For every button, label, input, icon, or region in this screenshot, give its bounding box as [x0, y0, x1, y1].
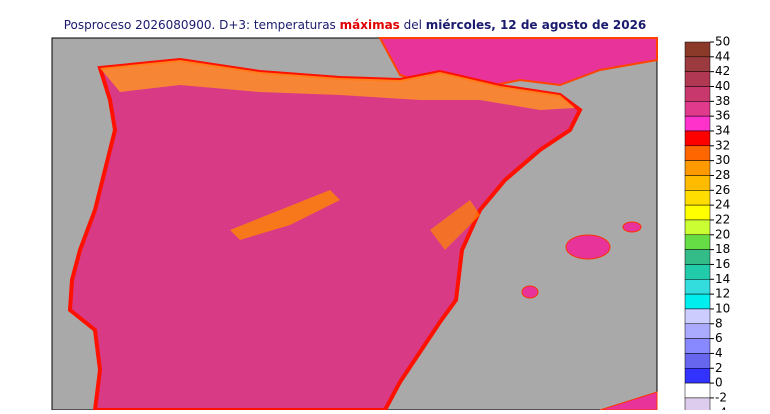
colorbar-label: 18 [715, 242, 730, 256]
colorbar-band [684, 219, 711, 236]
colorbar-band [684, 323, 711, 339]
map-title: Posproceso 2026080900. D+3: temperaturas… [64, 18, 647, 32]
colorbar-label: 40 [715, 79, 730, 93]
colorbar-label: 0 [715, 376, 723, 390]
map [51, 37, 658, 412]
colorbar-label: 2 [715, 361, 723, 375]
colorbar-label: 24 [715, 198, 730, 212]
colorbar-band [684, 353, 711, 369]
colorbar-band [684, 382, 711, 399]
colorbar-label: 28 [715, 168, 730, 182]
colorbar-band [684, 397, 711, 414]
title-part: miércoles, 12 de agosto de 2026 [426, 18, 646, 32]
colorbar-band [684, 175, 711, 191]
colorbar-label: 16 [715, 257, 730, 271]
mallorca [565, 234, 611, 260]
colorbar-label: 4 [715, 346, 723, 360]
colorbar-band [684, 130, 711, 147]
colorbar-band [684, 249, 711, 265]
title-part: del [400, 18, 426, 32]
colorbar-band [684, 308, 711, 325]
colorbar-label: 14 [715, 272, 730, 286]
colorbar-band [684, 190, 711, 206]
colorbar-label: 30 [715, 153, 730, 167]
colorbar-band [684, 115, 711, 132]
colorbar-band [684, 41, 711, 58]
colorbar-band [684, 293, 711, 310]
colorbar-label: 8 [715, 316, 723, 330]
colorbar-band [684, 338, 711, 354]
colorbar-label: 32 [715, 138, 730, 152]
north-coast [100, 60, 575, 110]
colorbar-band [684, 204, 711, 221]
colorbar-label: -2 [715, 390, 727, 404]
colorbar-label: 6 [715, 331, 723, 345]
colorbar-label: 26 [715, 183, 730, 197]
colorbar-band [684, 264, 711, 280]
colorbar-band [684, 145, 711, 161]
colorbar-label: 20 [715, 227, 730, 241]
colorbar-label: 44 [715, 49, 730, 63]
colorbar-label: -4 [715, 405, 727, 410]
title-part: Posproceso 2026080900. D+3: temperaturas [64, 18, 340, 32]
colorbar-label: 22 [715, 212, 730, 226]
colorbar-band [684, 86, 711, 102]
colorbar-label: 36 [715, 109, 730, 123]
colorbar-band [684, 56, 711, 72]
colorbar-band [684, 234, 711, 250]
colorbar-label: 42 [715, 64, 730, 78]
colorbar-band [684, 71, 711, 87]
menorca [622, 221, 642, 233]
colorbar-band [684, 279, 711, 295]
colorbar-label: 50 [715, 35, 730, 49]
colorbar-label: 10 [715, 301, 730, 315]
colorbar-label: 34 [715, 123, 730, 137]
colorbar-band [684, 101, 711, 117]
east-range [430, 200, 480, 250]
colorbar-label: 12 [715, 287, 730, 301]
title-part: máximas [340, 18, 400, 32]
central-range [230, 190, 340, 240]
colorbar-band [684, 368, 711, 384]
colorbar-label: 38 [715, 94, 730, 108]
colorbar-band [684, 160, 711, 176]
colorbar: 5044424038363432302826242220181614121086… [684, 35, 730, 414]
ibiza [521, 285, 539, 299]
